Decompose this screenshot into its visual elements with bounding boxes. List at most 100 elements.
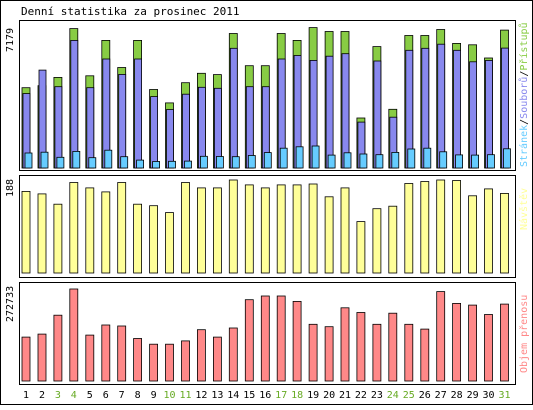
bar-files-day-10 [166, 109, 174, 169]
bar-transfer-day-24 [388, 312, 398, 382]
bar-pages-day-24 [391, 151, 400, 169]
bar-visits-day-6 [101, 191, 111, 274]
bar-transfer-day-30 [484, 314, 493, 382]
bar-visits-day-7 [117, 182, 127, 274]
bar-pages-day-29 [471, 154, 480, 169]
day-label-3: 3 [55, 390, 61, 401]
day-label-13: 13 [211, 390, 223, 401]
day-label-20: 20 [323, 390, 335, 401]
bar-transfer-day-31 [500, 303, 509, 382]
day-label-21: 21 [339, 390, 351, 401]
bar-files-day-29 [469, 61, 478, 169]
bar-files-day-5 [86, 87, 95, 169]
bar-visits-day-16 [260, 187, 270, 274]
day-label-19: 19 [307, 390, 319, 401]
legend-transfer: Objem přenosu [518, 295, 530, 373]
bar-pages-day-5 [88, 157, 97, 169]
day-label-22: 22 [355, 390, 367, 401]
max-label-visits: 188 [5, 179, 16, 197]
bar-pages-day-26 [423, 147, 432, 169]
bar-visits-day-9 [149, 205, 159, 274]
bar-visits-day-17 [276, 184, 286, 274]
bar-transfer-day-1 [21, 336, 31, 382]
bar-visits-day-28 [452, 180, 462, 274]
bar-visits-day-27 [436, 179, 446, 274]
day-label-30: 30 [482, 390, 494, 401]
day-label-27: 27 [435, 390, 447, 401]
bar-visits-day-10 [165, 212, 174, 274]
bar-transfer-day-18 [292, 300, 302, 382]
bar-pages-day-3 [56, 156, 65, 169]
day-label-5: 5 [87, 390, 93, 401]
bar-transfer-day-3 [53, 314, 63, 382]
bar-visits-day-13 [212, 187, 222, 274]
legend-sep-2: / [519, 71, 530, 77]
legend-accesses-panel: Stránek/Souborů/Přístupů [518, 22, 530, 167]
day-label-18: 18 [291, 390, 303, 401]
bar-pages-day-25 [407, 148, 416, 169]
bar-pages-day-17 [279, 147, 288, 169]
bar-files-day-13 [213, 87, 222, 169]
bar-files-day-23 [373, 60, 382, 169]
bar-transfer-day-21 [340, 307, 350, 382]
legend-files: Souborů [518, 77, 530, 119]
bar-visits-day-2 [37, 193, 47, 274]
day-label-15: 15 [243, 390, 255, 401]
bar-pages-day-13 [215, 156, 224, 169]
bar-transfer-day-17 [276, 295, 286, 382]
day-label-28: 28 [451, 390, 463, 401]
bar-pages-day-4 [72, 150, 81, 169]
bar-transfer-day-26 [420, 328, 430, 382]
day-label-11: 11 [179, 390, 191, 401]
bar-transfer-day-4 [69, 288, 79, 382]
bar-pages-day-10 [168, 160, 176, 169]
bar-transfer-day-11 [181, 340, 190, 382]
bar-pages-day-30 [487, 154, 495, 169]
bar-visits-day-29 [468, 195, 478, 274]
day-label-6: 6 [103, 390, 109, 401]
bar-files-day-21 [341, 53, 350, 169]
bar-pages-day-15 [247, 155, 256, 169]
day-label-17: 17 [275, 390, 287, 401]
bar-visits-day-31 [500, 192, 509, 274]
bar-pages-day-20 [327, 154, 336, 169]
bar-transfer-day-27 [436, 291, 446, 382]
bar-files-day-27 [437, 43, 446, 169]
bar-files-day-14 [229, 47, 238, 169]
bar-visits-day-25 [404, 183, 414, 274]
bar-visits-day-1 [21, 190, 31, 274]
day-label-26: 26 [419, 390, 431, 401]
bar-pages-day-14 [231, 156, 240, 169]
day-label-9: 9 [151, 390, 157, 401]
day-label-31: 31 [498, 390, 510, 401]
bar-files-day-12 [197, 86, 206, 169]
max-label-transfer: 272733 [5, 286, 16, 322]
day-label-1: 1 [23, 390, 29, 401]
bar-transfer-day-14 [228, 327, 238, 382]
bar-transfer-day-29 [468, 304, 478, 382]
bar-visits-day-14 [228, 179, 238, 274]
bar-transfer-day-13 [212, 336, 222, 382]
bar-visits-day-3 [53, 203, 63, 274]
bar-transfer-day-23 [372, 323, 382, 382]
bar-visits-day-12 [196, 187, 206, 274]
bar-transfer-day-20 [324, 326, 334, 382]
bar-transfer-day-22 [356, 312, 366, 382]
bar-pages-day-22 [359, 153, 368, 169]
day-label-16: 16 [259, 390, 271, 401]
bar-transfer-day-5 [85, 334, 95, 382]
day-label-24: 24 [387, 390, 399, 401]
bars-accesses-files-pages [21, 27, 511, 169]
bar-visits-day-23 [372, 208, 382, 274]
bar-visits-day-4 [69, 182, 79, 274]
bar-transfer-day-19 [308, 323, 318, 382]
bar-files-day-7 [118, 74, 127, 169]
bar-pages-day-12 [199, 155, 208, 169]
bar-pages-day-9 [152, 161, 161, 169]
bar-visits-day-21 [340, 187, 350, 274]
day-label-14: 14 [227, 390, 239, 401]
bar-files-day-28 [453, 49, 462, 169]
bar-pages-day-6 [104, 149, 113, 169]
